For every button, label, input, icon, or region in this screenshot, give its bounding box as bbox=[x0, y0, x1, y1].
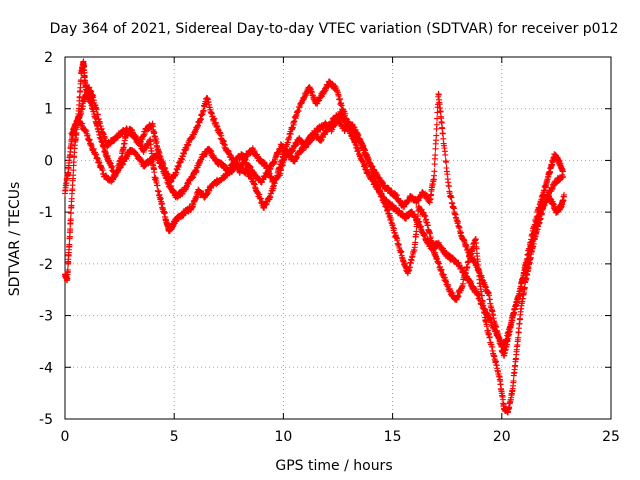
data-point bbox=[431, 161, 438, 168]
data-point bbox=[561, 191, 568, 198]
y-tick-label: -3 bbox=[39, 309, 53, 325]
x-tick-label: 10 bbox=[274, 429, 292, 445]
chart-title: Day 364 of 2021, Sidereal Day-to-day VTE… bbox=[50, 21, 619, 37]
data-point bbox=[200, 107, 207, 114]
data-point bbox=[64, 266, 71, 273]
x-tick-label: 20 bbox=[493, 429, 511, 445]
data-point bbox=[433, 121, 440, 128]
axes: 0 5 10 15 20 25 -5 -4 -3 -2 -1 0 1 2 bbox=[39, 50, 620, 445]
x-tick-label: 15 bbox=[384, 429, 402, 445]
data-point bbox=[435, 91, 442, 98]
data-point bbox=[559, 168, 566, 175]
data-point bbox=[559, 173, 566, 180]
data-point bbox=[68, 210, 75, 217]
data-point bbox=[68, 195, 75, 202]
data-point bbox=[443, 159, 450, 166]
x-axis-label: GPS time / hours bbox=[275, 458, 392, 474]
data-point bbox=[151, 169, 158, 176]
data-point bbox=[431, 168, 438, 175]
data-point bbox=[433, 132, 440, 139]
data-point bbox=[67, 226, 74, 233]
data-point bbox=[448, 194, 455, 201]
y-tick-label: 2 bbox=[44, 50, 53, 66]
y-tick-label: -2 bbox=[39, 257, 53, 273]
data-point bbox=[94, 111, 101, 118]
data-point bbox=[154, 182, 161, 189]
x-tick-label: 0 bbox=[61, 429, 70, 445]
data-point bbox=[442, 151, 449, 158]
y-tick-label: -5 bbox=[39, 412, 53, 428]
data-point bbox=[70, 172, 77, 179]
data-point bbox=[510, 377, 517, 384]
data-point bbox=[434, 109, 441, 116]
data-point bbox=[432, 152, 439, 159]
data-series bbox=[62, 58, 568, 416]
x-tick-label: 25 bbox=[602, 429, 620, 445]
data-point bbox=[439, 130, 446, 137]
y-tick-label: -1 bbox=[39, 205, 53, 221]
plot-frame bbox=[64, 56, 612, 420]
data-point bbox=[336, 95, 343, 102]
data-point bbox=[445, 183, 452, 190]
data-point bbox=[537, 208, 544, 215]
data-point bbox=[515, 334, 522, 341]
y-axis-label: SDTVAR / TECUs bbox=[7, 182, 23, 297]
data-point bbox=[67, 216, 74, 223]
data-point bbox=[486, 334, 493, 341]
series-track-a bbox=[62, 58, 568, 416]
x-tick-label: 5 bbox=[170, 429, 179, 445]
y-tick-label: -4 bbox=[39, 360, 53, 376]
grid-lines bbox=[65, 57, 611, 419]
series-track-b bbox=[62, 84, 566, 359]
data-point bbox=[66, 241, 73, 248]
data-point bbox=[426, 230, 433, 237]
data-point bbox=[412, 239, 419, 246]
series-track-c bbox=[68, 108, 566, 351]
y-tick-label: 1 bbox=[44, 102, 53, 118]
y-tick-label: 0 bbox=[44, 153, 53, 169]
